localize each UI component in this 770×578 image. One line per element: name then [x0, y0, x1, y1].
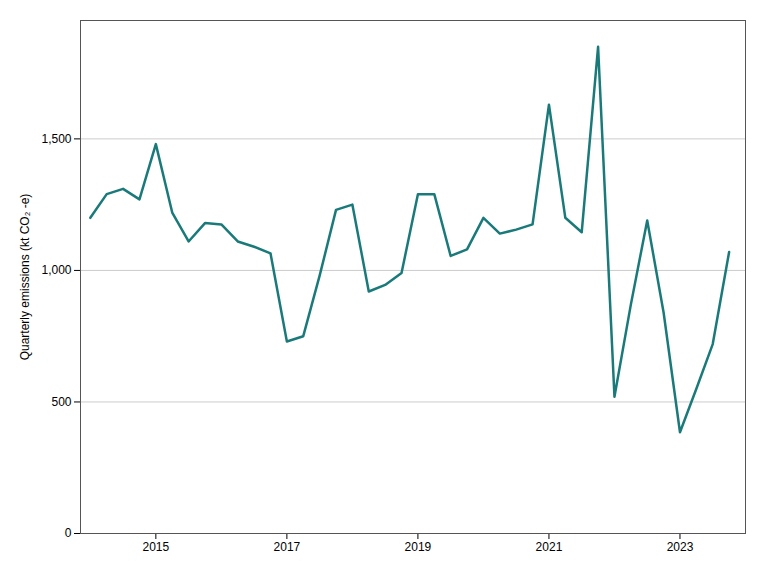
svg-text:500: 500 — [51, 395, 71, 409]
svg-text:2015: 2015 — [142, 540, 169, 554]
svg-text:2023: 2023 — [667, 540, 694, 554]
svg-text:1,500: 1,500 — [41, 132, 71, 146]
svg-text:Quarterly emissions (kt CO₂ -e: Quarterly emissions (kt CO₂ -e) — [18, 194, 32, 361]
svg-text:1,000: 1,000 — [41, 263, 71, 277]
svg-text:2019: 2019 — [405, 540, 432, 554]
svg-text:2017: 2017 — [274, 540, 301, 554]
svg-text:0: 0 — [65, 526, 72, 540]
svg-text:2021: 2021 — [536, 540, 563, 554]
